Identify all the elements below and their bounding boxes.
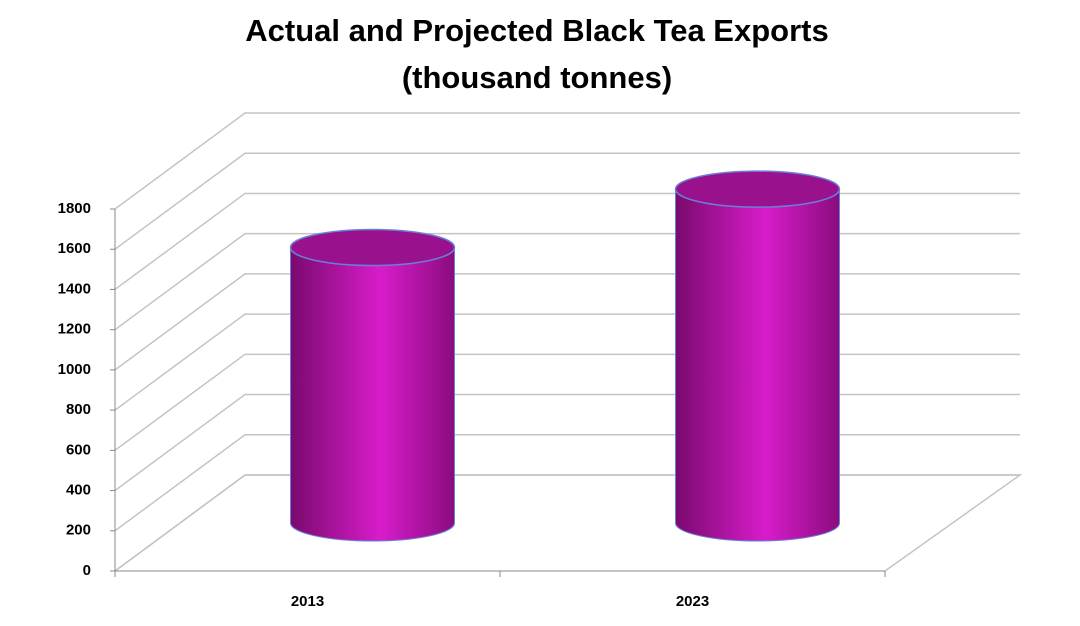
y-tick-label: 600 <box>66 441 91 458</box>
y-tick-label: 0 <box>83 562 91 579</box>
y-tick-label: 1000 <box>58 361 91 378</box>
floor <box>114 474 1023 572</box>
grid-line <box>114 273 1020 371</box>
y-tick-label: 1800 <box>58 200 91 217</box>
grid-line <box>114 434 1020 532</box>
cylinder-top <box>289 228 456 267</box>
grid-line <box>114 313 1020 411</box>
y-tick-label: 800 <box>66 401 91 418</box>
chart-subtitle: (thousand tonnes) <box>402 60 672 95</box>
grid-line <box>114 192 1020 291</box>
x-tick-label: 2013 <box>291 593 324 610</box>
y-tick-label: 1600 <box>58 240 91 257</box>
y-tick-label: 1200 <box>58 321 91 338</box>
cylinder <box>290 247 455 542</box>
y-tick-label: 200 <box>66 522 91 539</box>
chart-title: Actual and Projected Black Tea Exports <box>245 13 828 48</box>
x-tick-label: 2023 <box>676 593 709 610</box>
y-tick-label: 400 <box>66 482 91 499</box>
grid-line <box>114 232 1020 331</box>
y-tick-label: 1400 <box>58 280 91 297</box>
cylinder-top <box>674 170 841 208</box>
grid-line <box>114 353 1020 451</box>
grid-line <box>114 112 1020 210</box>
cylinder <box>675 189 840 542</box>
grid-line <box>114 393 1020 492</box>
grid-line <box>114 152 1020 250</box>
grid-line <box>114 474 1020 572</box>
